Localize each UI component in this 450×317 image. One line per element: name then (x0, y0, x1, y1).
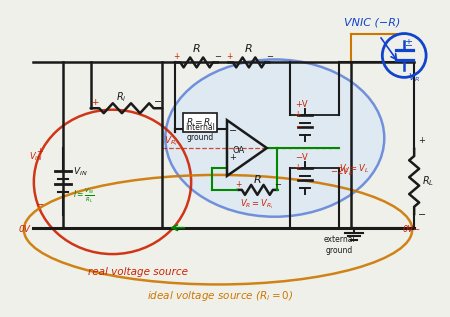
Text: $I=\frac{V_{IN}}{R_L}$: $I=\frac{V_{IN}}{R_L}$ (72, 186, 94, 205)
Text: $R_L$: $R_L$ (422, 174, 434, 188)
Text: −: − (266, 52, 273, 61)
Text: −: − (229, 126, 237, 136)
Text: −: − (295, 122, 302, 131)
Text: internal
ground: internal ground (185, 123, 215, 142)
Text: −: − (274, 180, 281, 189)
Text: external
ground: external ground (324, 235, 356, 255)
Text: $V_{IN}$: $V_{IN}$ (29, 151, 43, 164)
Text: R: R (253, 175, 261, 185)
Text: −: − (214, 52, 221, 61)
Text: R: R (193, 44, 201, 55)
Text: −V: −V (295, 153, 307, 162)
Text: ideal voltage source ($R_i=0$): ideal voltage source ($R_i=0$) (147, 289, 293, 303)
Text: $V_{IN}$: $V_{IN}$ (72, 166, 87, 178)
Text: $V_{R_i}$: $V_{R_i}$ (164, 134, 178, 148)
Text: +: + (229, 153, 236, 162)
Text: $R=R_i$: $R=R_i$ (186, 116, 214, 129)
Text: $-2V_R$: $-2V_R$ (329, 166, 353, 178)
Text: +: + (226, 52, 232, 61)
Text: R: R (245, 44, 253, 55)
Text: 0V−: 0V− (402, 225, 420, 234)
Text: +: + (235, 180, 241, 189)
Text: +: + (90, 98, 98, 107)
Text: $R_i$: $R_i$ (116, 90, 127, 104)
Text: −: − (295, 175, 302, 184)
Text: −: − (418, 210, 426, 220)
Text: real voltage source: real voltage source (88, 268, 189, 277)
Text: +: + (295, 110, 301, 119)
Text: $V_L=V_L$: $V_L=V_L$ (339, 163, 369, 175)
Text: +V: +V (295, 100, 307, 109)
Ellipse shape (165, 59, 384, 217)
Text: +: + (418, 136, 425, 145)
Text: +: + (173, 52, 180, 61)
Text: $V_R=V_{R_i}$: $V_R=V_{R_i}$ (240, 198, 273, 211)
Text: VNIC (−R): VNIC (−R) (344, 17, 401, 28)
Text: $-V_R$: $-V_R$ (401, 71, 421, 84)
Text: +: + (295, 163, 301, 172)
Text: $\pm$: $\pm$ (404, 37, 413, 49)
Text: 0V: 0V (19, 225, 31, 234)
Text: OA: OA (233, 146, 245, 154)
Text: −: − (154, 97, 162, 107)
Text: −: − (36, 200, 44, 210)
Text: +: + (36, 147, 43, 156)
